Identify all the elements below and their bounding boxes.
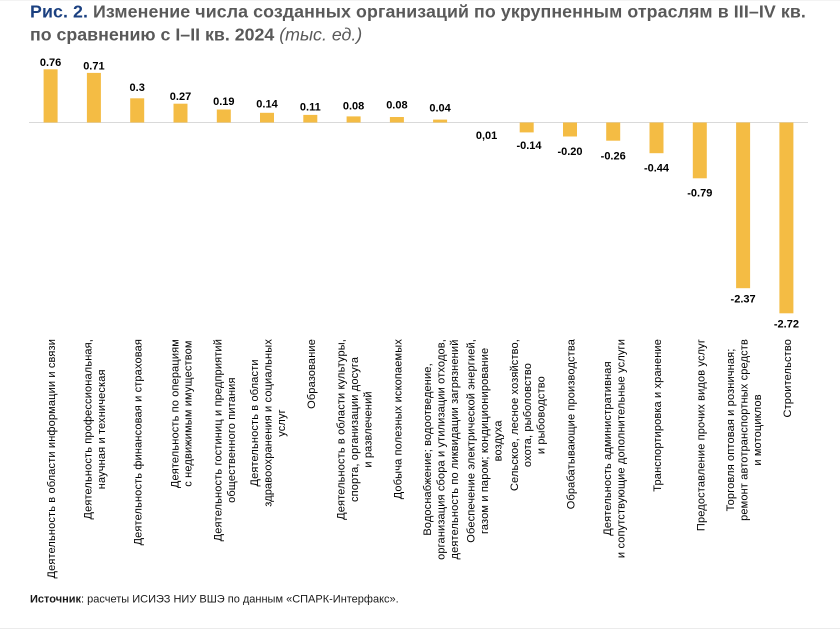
svg-text:спорта, организации досуга: спорта, организации досуга (349, 356, 361, 502)
svg-text:Деятельность финансовая и стра: Деятельность финансовая и страховая (133, 339, 145, 545)
svg-text:и мотоциклов: и мотоциклов (752, 394, 764, 465)
svg-text:Сельское, лесное хозяйство,: Сельское, лесное хозяйство, (509, 339, 521, 491)
svg-text:0.14: 0.14 (256, 98, 278, 110)
svg-text:0.76: 0.76 (40, 57, 61, 69)
svg-text:Деятельность в области: Деятельность в области (249, 359, 261, 486)
svg-text:Предоставление прочих видов ус: Предоставление прочих видов услуг (695, 339, 707, 531)
svg-text:Деятельность в области информа: Деятельность в области информации и связ… (46, 339, 58, 579)
svg-text:Деятельность административная: Деятельность административная (602, 361, 614, 535)
svg-text:с недвижимым имуществом: с недвижимым имуществом (183, 340, 195, 486)
svg-text:-0.44: -0.44 (644, 163, 670, 175)
svg-text:0.3: 0.3 (130, 82, 145, 94)
svg-text:-0.79: -0.79 (687, 188, 712, 200)
svg-text:Добыча полезных ископаемых: Добыча полезных ископаемых (392, 339, 404, 500)
svg-text:Источник: расчеты ИСИЭЗ НИУ ВШ: Источник: расчеты ИСИЭЗ НИУ ВШЭ по данны… (30, 593, 399, 605)
svg-text:Транспортировка и хранение: Транспортировка и хранение (652, 339, 664, 492)
svg-text:Деятельность в области культур: Деятельность в области культуры, (336, 339, 348, 520)
svg-text:0.04: 0.04 (429, 103, 451, 115)
svg-text:воздуха: воздуха (492, 420, 504, 462)
svg-text:услуг: услуг (276, 409, 288, 437)
svg-text:Обрабатывающие производства: Обрабатывающие производства (566, 338, 578, 509)
svg-text:деятельность по ликвидации заг: деятельность по ликвидации загрязнений (449, 340, 461, 560)
svg-text:здравоохранения и социальных: здравоохранения и социальных (263, 339, 275, 507)
svg-text:по сравнению с I–II кв. 2024 (: по сравнению с I–II кв. 2024 (тыс. ед.) (30, 25, 362, 45)
svg-text:Строительство: Строительство (782, 339, 794, 418)
svg-text:и рыбоводство: и рыбоводство (536, 376, 548, 454)
svg-text:0.71: 0.71 (83, 60, 104, 72)
svg-text:Образование: Образование (306, 339, 318, 409)
svg-text:-2.37: -2.37 (731, 294, 756, 306)
svg-text:Водоснабжение; водоотведение,: Водоснабжение; водоотведение, (422, 363, 434, 535)
svg-text:Рис. 2. Изменение числа создан: Рис. 2. Изменение числа созданных органи… (30, 2, 806, 22)
svg-text:охота, рыболовство: охота, рыболовство (522, 363, 534, 467)
svg-text:0,01: 0,01 (476, 130, 497, 142)
svg-text:ремонт автотранспортных средст: ремонт автотранспортных средств (739, 339, 751, 521)
svg-text:0.08: 0.08 (343, 100, 364, 112)
svg-text:-0.14: -0.14 (516, 140, 542, 152)
svg-text:Деятельность профессиональная,: Деятельность профессиональная, (83, 339, 95, 520)
svg-text:-2.72: -2.72 (774, 319, 799, 331)
svg-text:-0.20: -0.20 (557, 146, 582, 158)
svg-text:общественного питания: общественного питания (226, 377, 238, 503)
svg-text:0.11: 0.11 (300, 101, 321, 113)
svg-text:0.19: 0.19 (213, 96, 234, 108)
svg-text:Торговля оптовая и розничная;: Торговля оптовая и розничная; (725, 349, 737, 512)
svg-text:-0.26: -0.26 (601, 151, 626, 163)
svg-text:газом и паром; кондиционирован: газом и паром; кондиционирование (479, 348, 491, 534)
svg-text:и развлечений: и развлечений (363, 391, 375, 467)
svg-text:организация сбора и утилизации: организация сбора и утилизации отходов, (436, 339, 448, 560)
svg-text:Деятельность гостиниц и предпр: Деятельность гостиниц и предприятий (213, 339, 225, 541)
svg-text:и сопутствующие дополнительные: и сопутствующие дополнительные услуги (616, 339, 628, 558)
svg-text:научная и техническая: научная и техническая (96, 369, 108, 489)
svg-text:0.27: 0.27 (170, 91, 191, 103)
svg-text:Обеспечение электрической энер: Обеспечение электрической энергией, (466, 339, 478, 543)
svg-text:Деятельность по операциям: Деятельность по операциям (169, 339, 181, 488)
svg-text:0.08: 0.08 (386, 99, 407, 111)
